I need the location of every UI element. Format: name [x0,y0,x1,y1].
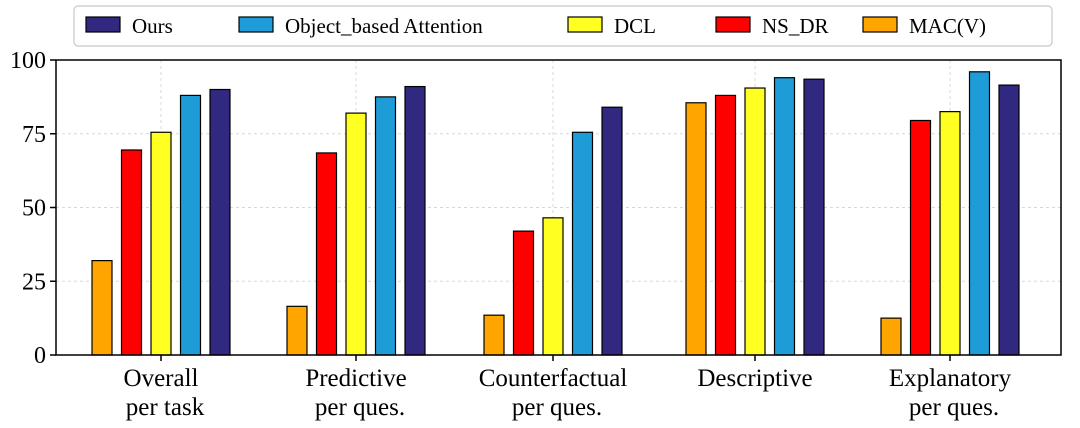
legend-swatch-ns-dr [715,16,751,33]
bar-ns-dr-4 [909,119,932,356]
x-category-label: Explanatory [889,365,1012,392]
bar-mac-v-1 [286,305,308,356]
legend-swatch-ours [85,16,121,33]
bar-ours-4 [998,84,1020,356]
legend-box [73,5,1053,47]
bar-ns-dr-2 [512,230,535,356]
bar-dcl-0 [150,131,172,356]
x-category-label: per ques. [512,394,602,421]
legend-swatch-mac-v [862,16,898,33]
bar-ours-2 [601,106,623,356]
legend-swatch-dcl [567,16,603,33]
bar-object-based-attention-2 [571,131,594,356]
legend: Ours Object_based Attention DCL NS_DR MAC(V) [73,5,1053,47]
x-category-label: per ques. [315,394,405,421]
x-category-label: Descriptive [697,365,812,392]
bar-mac-v-3 [685,102,707,356]
x-category-label: per task [126,394,205,421]
x-category-label: Predictive [305,365,406,392]
bar-ours-1 [404,85,426,356]
legend-label-dcl: DCL [614,14,656,38]
legend-label-ours: Ours [132,14,173,38]
bar-mac-v-0 [91,260,113,356]
y-tick-label: 50 [22,196,46,222]
bar-dcl-2 [542,217,564,356]
legend-label-ns-dr: NS_DR [762,14,829,38]
legend-label-mac-v: MAC(V) [909,14,986,38]
x-category-label: per ques. [909,394,999,421]
bar-ns-dr-3 [714,94,737,356]
bar-dcl-1 [345,112,367,356]
bar-ns-dr-1 [315,152,338,356]
bar-mac-v-2 [483,314,505,356]
x-category-label: Overall [124,365,199,392]
bar-object-based-attention-0 [179,94,202,356]
bar-ns-dr-0 [120,149,143,356]
y-tick-label: 100 [10,48,46,74]
y-axis: 0 25 50 75 100 [10,48,56,369]
bars-layer [91,71,1020,356]
y-tick-label: 25 [22,269,46,295]
x-category-label: Counterfactual [479,365,628,392]
bar-ours-3 [803,78,825,356]
bar-mac-v-4 [880,317,902,356]
bar-object-based-attention-1 [374,96,397,356]
bar-object-based-attention-3 [773,77,796,356]
bar-dcl-4 [939,111,961,356]
bar-dcl-3 [744,87,766,356]
bar-object-based-attention-4 [968,71,991,356]
y-tick-label: 75 [22,122,46,148]
y-tick-label: 0 [34,343,46,369]
legend-swatch-object-based-attention [238,16,274,33]
legend-label-object-based-attention: Object_based Attention [285,14,483,38]
bar-ours-0 [209,88,231,356]
